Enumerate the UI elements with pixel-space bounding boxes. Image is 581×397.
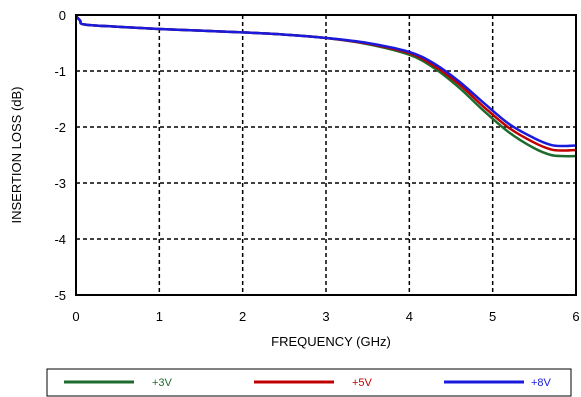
- series-lines: [75, 15, 577, 158]
- legend: +3V +5V +8V: [64, 377, 552, 389]
- x-axis-label: FREQUENCY (GHz): [271, 334, 391, 349]
- series-line-3: [75, 15, 577, 148]
- y-tick-label: -1: [54, 64, 66, 79]
- x-tick-label: 2: [239, 309, 246, 324]
- y-tick-label: -3: [54, 176, 66, 191]
- y-tick-label: -5: [54, 288, 66, 303]
- x-tick-labels: 0 1 2 3 4 5 6: [72, 309, 579, 324]
- legend-label-2: +5V: [352, 377, 373, 389]
- x-tick-label: 3: [322, 309, 329, 324]
- plot-frame: [75, 14, 577, 296]
- legend-label-3: +8V: [531, 377, 552, 389]
- y-tick-labels: 0 -1 -2 -3 -4 -5: [54, 8, 66, 303]
- x-tick-label: 5: [489, 309, 496, 324]
- y-axis-label: INSERTION LOSS (dB): [9, 86, 24, 223]
- x-tick-label: 1: [156, 309, 163, 324]
- y-tick-label: -2: [54, 120, 66, 135]
- grid: [76, 15, 576, 295]
- y-tick-label: -4: [54, 232, 66, 247]
- x-tick-label: 0: [72, 309, 79, 324]
- legend-label-1: +3V: [152, 377, 173, 389]
- x-tick-label: 4: [406, 309, 413, 324]
- y-tick-label: 0: [59, 8, 66, 23]
- x-tick-label: 6: [572, 309, 579, 324]
